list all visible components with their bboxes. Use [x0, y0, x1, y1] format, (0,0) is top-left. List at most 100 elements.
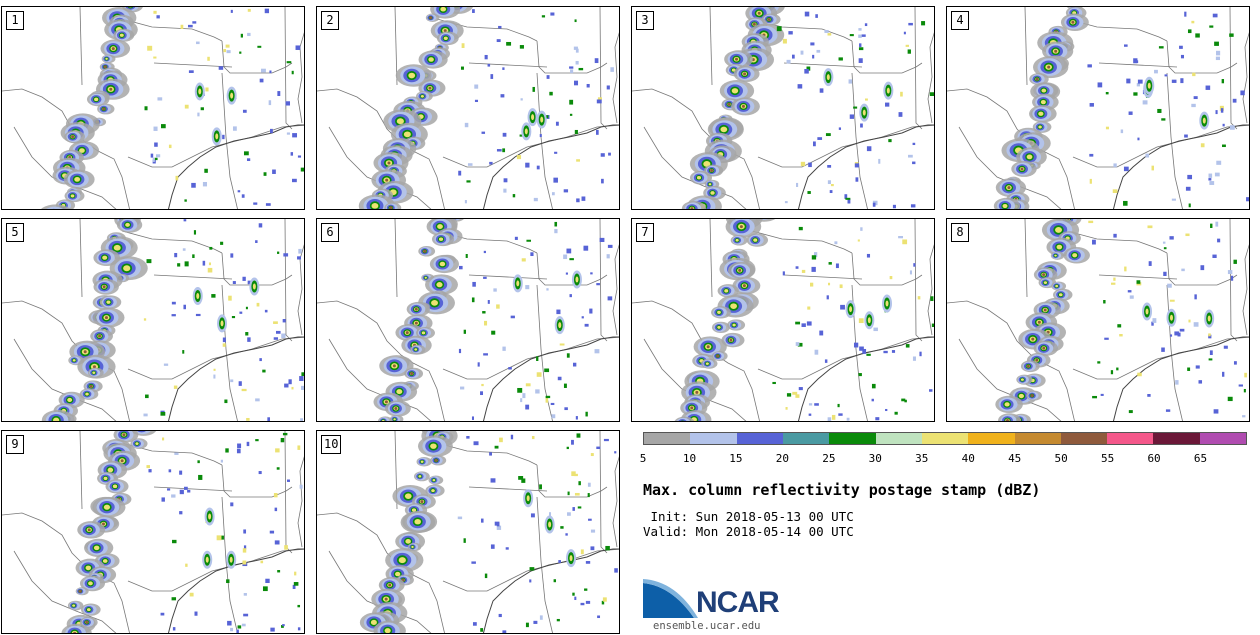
isolated-cell — [276, 467, 280, 470]
isolated-cell — [489, 161, 493, 165]
isolated-cell — [1212, 254, 1217, 258]
isolated-cell — [858, 373, 862, 377]
echo-intense — [414, 518, 421, 525]
isolated-cell — [242, 548, 247, 553]
state-border — [914, 7, 923, 130]
echo-intense — [396, 389, 403, 395]
state-border — [709, 219, 713, 298]
isolated-cell — [496, 304, 500, 309]
isolated-cell — [236, 629, 239, 633]
isolated-cell — [270, 627, 275, 632]
echo-core — [83, 350, 87, 354]
isolated-cell — [483, 353, 488, 356]
isolated-cell — [297, 256, 301, 260]
echo-intense — [384, 628, 391, 633]
echo-intense — [105, 57, 108, 60]
isolated-cell — [546, 75, 550, 79]
isolated-cell — [208, 262, 211, 266]
echo-cluster — [1145, 308, 1149, 315]
isolated-cell — [849, 34, 854, 37]
isolated-cell — [550, 402, 555, 406]
isolated-cell — [274, 507, 278, 512]
echo-core — [103, 65, 107, 69]
echo-intense — [125, 222, 130, 227]
isolated-cell — [297, 627, 301, 631]
isolated-cell — [1181, 268, 1185, 272]
isolated-cell — [1200, 143, 1205, 148]
echo-intense — [717, 325, 721, 329]
isolated-cell — [1092, 239, 1096, 245]
echo-core — [101, 522, 105, 526]
echo-core — [73, 631, 77, 633]
isolated-cell — [174, 452, 179, 455]
state-border — [536, 252, 608, 286]
state-border — [536, 40, 608, 74]
isolated-cell — [578, 481, 581, 486]
state-border — [927, 32, 934, 124]
isolated-cell — [301, 385, 304, 390]
isolated-cell — [569, 294, 572, 298]
echo-intense — [123, 265, 131, 272]
isolated-cell — [808, 403, 813, 406]
isolated-cell — [295, 45, 301, 50]
echo-core — [1054, 49, 1058, 53]
isolated-cell — [230, 502, 234, 507]
state-border — [927, 244, 934, 336]
echo-intense — [370, 619, 377, 625]
isolated-cell — [530, 513, 535, 518]
colorbar-tick-label: 55 — [1100, 452, 1115, 465]
isolated-cell — [596, 99, 602, 104]
reflectivity-colorbar — [643, 432, 1247, 445]
echo-intense — [418, 475, 422, 478]
isolated-cell — [526, 239, 532, 242]
isolated-cell — [784, 201, 788, 204]
isolated-cell — [239, 311, 243, 314]
isolated-cell — [1170, 334, 1173, 337]
isolated-cell — [1232, 98, 1237, 103]
isolated-cell — [873, 327, 878, 332]
isolated-cell — [827, 180, 831, 185]
isolated-cell — [553, 177, 558, 183]
valid-time: Valid: Mon 2018-05-14 00 UTC — [643, 524, 854, 539]
echo-intense — [67, 397, 73, 402]
isolated-cell — [1187, 367, 1191, 371]
echo-core — [735, 57, 739, 61]
isolated-cell — [853, 106, 858, 109]
isolated-cell — [808, 413, 812, 416]
colorbar-tick-label: 30 — [868, 452, 882, 465]
isolated-cell — [1227, 396, 1233, 402]
isolated-cell — [1214, 41, 1219, 46]
isolated-cell — [804, 11, 810, 17]
isolated-cell — [580, 602, 585, 606]
isolated-cell — [844, 194, 848, 199]
isolated-cell — [1165, 409, 1171, 412]
echo-intense — [430, 443, 437, 449]
echo-cluster — [196, 292, 200, 299]
isolated-cell — [810, 282, 814, 287]
isolated-cell — [1187, 174, 1193, 180]
isolated-cell — [838, 127, 842, 130]
isolated-cell — [795, 266, 799, 269]
isolated-cell — [834, 241, 838, 245]
isolated-cell — [556, 309, 561, 315]
isolated-cell — [179, 511, 183, 515]
echo-intense — [112, 484, 118, 489]
logo-url[interactable]: ensemble.ucar.edu — [653, 620, 761, 632]
isolated-cell — [1163, 247, 1167, 250]
isolated-cell — [1113, 233, 1117, 238]
isolated-cell — [245, 332, 249, 336]
isolated-cell — [795, 342, 800, 346]
isolated-cell — [171, 494, 176, 498]
isolated-cell — [529, 579, 532, 583]
isolated-cell — [587, 493, 590, 498]
colorbar-segment — [1060, 433, 1108, 444]
isolated-cell — [853, 342, 859, 348]
isolated-cell — [284, 545, 288, 550]
isolated-cell — [539, 484, 542, 490]
echo-intense — [428, 57, 434, 62]
echo-core — [410, 372, 414, 376]
isolated-cell — [814, 349, 819, 355]
isolated-cell — [776, 26, 782, 32]
isolated-cell — [197, 460, 200, 464]
isolated-cell — [1188, 203, 1191, 208]
